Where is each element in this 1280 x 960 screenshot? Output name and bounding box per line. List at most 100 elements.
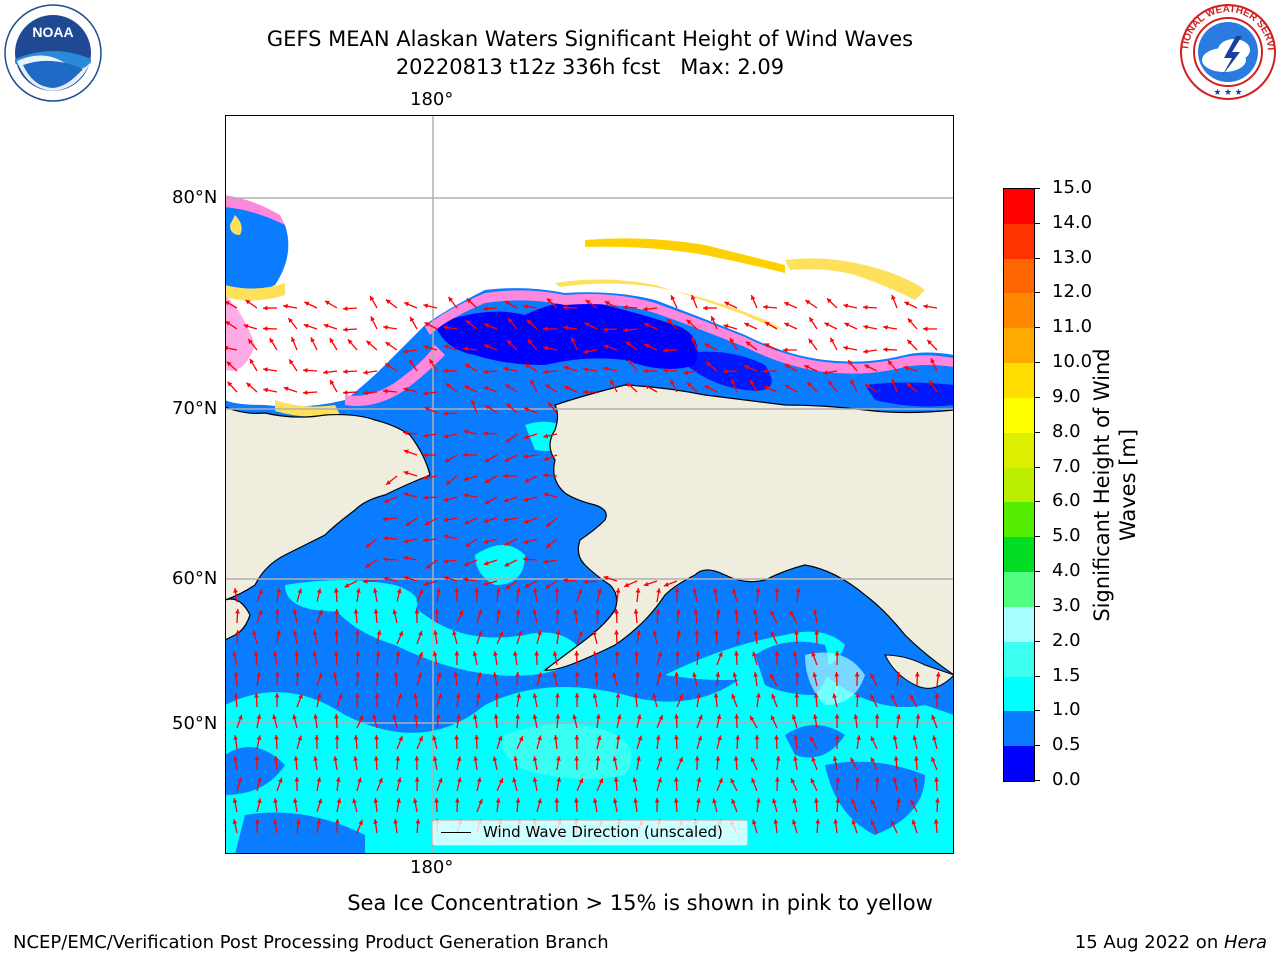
wave-arrow-head [385,363,391,368]
wave-arrow-head [784,364,790,369]
wave-arrow-head [465,542,471,547]
wave-arrow-head [292,714,297,720]
wave-arrow-head [464,561,470,566]
wave-arrow-head [603,327,608,332]
wave-arrow-head [731,693,736,699]
map-panel [225,115,954,854]
wave-arrow-head [443,411,448,417]
colorbar-tick-label: 15.0 [1052,177,1093,198]
wave-arrow-head [543,472,548,478]
wave-arrow-head [715,672,721,677]
wave-arrow-head [373,756,379,761]
wave-arrow-head [735,735,740,740]
wave-arrow-head [365,542,371,548]
wave-arrow-head [914,672,920,677]
wave-arrow-head [615,588,621,593]
wave-arrow-head [913,777,918,782]
footer-date: 15 Aug 2022 on Hera [1075,932,1267,953]
wave-arrow-head [505,384,511,389]
colorbar-tick-label: 11.0 [1052,316,1093,338]
wave-arrow-head [593,672,599,677]
colorbar-tick-mark [1034,188,1040,189]
wave-arrow-head [283,304,288,309]
wave-arrow-head [548,402,553,408]
wave-arrow-head [464,364,470,369]
wave-arrow-head [324,300,330,306]
wave-arrow-head [365,563,371,568]
wave-arrow-head [483,306,488,312]
wave-arrow-head [237,777,243,783]
wave-arrow-head [292,609,298,615]
wave-arrow-head [263,387,269,393]
colorbar-segment [1004,189,1034,224]
colorbar-tick-mark [1034,257,1040,259]
lat-label-60: 60°N [172,568,218,589]
wave-arrow-head [445,383,451,388]
wave-arrow-head [770,673,775,679]
wave-arrow-head [734,609,739,614]
colorbar-tick-mark [1034,780,1040,781]
wave-arrow-head [616,714,622,720]
wave-arrow-head [891,378,896,384]
wave-arrow-head [275,609,280,614]
wave-arrow-head [445,480,451,485]
wave-arrow-head [289,359,294,365]
wave-arrow-head [813,693,819,698]
wave-arrow-head [773,819,779,824]
wave-arrow-head [335,777,341,782]
wave-arrow-head [303,323,309,329]
wave-arrow-head [455,693,461,698]
wave-arrow-head [403,430,408,436]
colorbar-tick-label: 4.0 [1052,560,1081,582]
wave-arrow-head [476,693,481,698]
wave-arrow-head [303,368,308,373]
wave-arrow-head [673,798,679,803]
wave-arrow-head [484,457,490,462]
wave-arrow-head [795,588,801,593]
wave-arrow-head [907,339,913,345]
wave-arrow-head [235,630,240,635]
wave-arrow-head [603,575,609,581]
colorbar-segment [1004,711,1034,747]
wave-arrow-head [704,343,710,348]
colorbar-tick-label: 2.0 [1052,629,1081,651]
wave-arrow-head [316,693,322,699]
wave-arrow-head [466,320,471,325]
wave-arrow-head [663,368,668,373]
wave-arrow-head [612,798,618,803]
wave-arrow-head [466,298,472,304]
wave-arrow-head [524,478,530,483]
wave-arrow-head [734,651,739,656]
wave-arrow-head [698,714,703,720]
wave-arrow-head [492,672,498,678]
colorbar-tick-label: 1.5 [1052,664,1081,686]
wave-arrow-head [418,736,423,742]
wave-arrow-head [318,609,323,615]
colorbar-ticks: 0.0 0.5 1.0 1.5 2.0 3.0 4.0 5.0 6.0 7.0 8.0 9.0 10.0… [1034,177,1114,790]
wave-arrow-head [383,325,388,330]
wave-arrow-head [423,537,428,543]
wave-arrow-head [834,672,840,677]
wave-arrow-head [497,735,503,741]
wave-arrow-head [477,609,483,615]
wave-arrow-head [750,295,756,301]
wave-arrow-head [383,576,389,582]
wave-arrow-head [863,324,869,330]
wave-arrow-head [546,298,552,304]
wave-arrow-head [636,630,641,635]
wave-arrow-head [527,339,533,345]
wave-arrow-head [832,693,837,699]
wave-arrow-head [493,714,499,719]
wave-arrow-head [383,556,388,562]
wave-arrow-head [294,777,300,782]
wave-arrow-head [643,581,649,587]
wave-arrow-head [254,693,259,698]
wave-arrow-head [724,301,730,307]
wave-arrow-head [843,345,849,351]
wave-arrow-head [694,630,700,635]
wave-arrow-head [856,735,861,740]
wave-arrow-head [555,693,560,698]
wave-arrow-head [272,819,278,824]
wave-arrow-head [334,609,340,614]
wave-arrow-head [913,756,919,761]
